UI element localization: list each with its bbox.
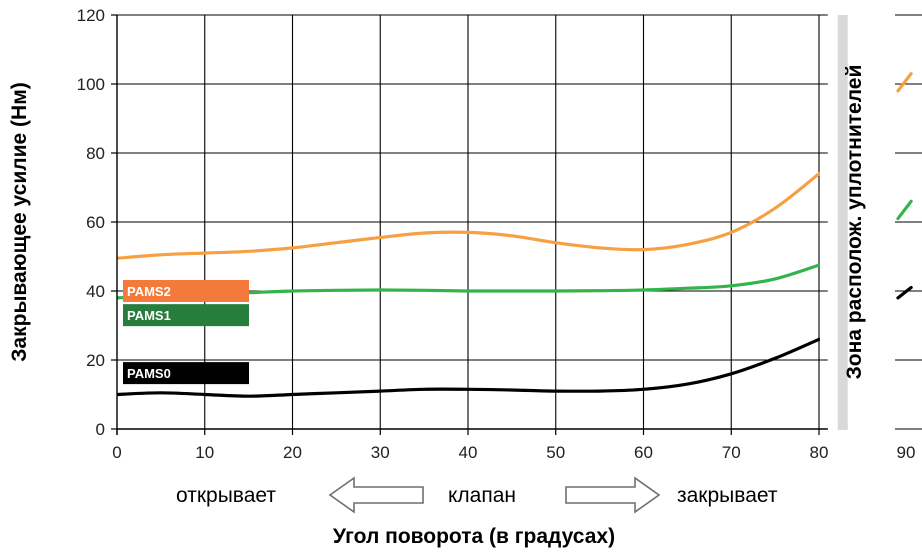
legend: PAMS2 PAMS1 PAMS0 bbox=[123, 280, 249, 385]
x-tick-label: 20 bbox=[283, 443, 302, 462]
legend-label: PAMS2 bbox=[127, 284, 171, 299]
x-axis-title: Угол поворота (в градусах) bbox=[333, 525, 615, 548]
legend-swatch bbox=[123, 280, 249, 302]
series-line bbox=[117, 172, 820, 260]
x-tick-label: 50 bbox=[546, 443, 565, 462]
x-tick-label: 0 bbox=[112, 443, 121, 462]
x-tick-label: 40 bbox=[459, 443, 478, 462]
y-axis-title: Закрывающее усилие (Нм) bbox=[8, 82, 31, 361]
x-tick-label: 70 bbox=[722, 443, 741, 462]
legend-label: PAMS0 bbox=[127, 366, 171, 381]
y-tick-label: 20 bbox=[86, 351, 105, 370]
direction-close-label: закрывает bbox=[677, 484, 778, 507]
x-tick-label: 80 bbox=[810, 443, 829, 462]
y-tick-label: 100 bbox=[77, 75, 105, 94]
series-line bbox=[117, 337, 820, 398]
seal-zone-line bbox=[896, 72, 913, 93]
y-tick-label: 60 bbox=[86, 213, 105, 232]
y-tick-label: 40 bbox=[86, 282, 105, 301]
x-tick-label: 30 bbox=[371, 443, 390, 462]
arrow-left-icon bbox=[328, 476, 424, 514]
seal-zone-line bbox=[896, 285, 913, 300]
x-tick-label: 10 bbox=[195, 443, 214, 462]
seal-zone-line bbox=[896, 199, 913, 221]
x-tick-label: 60 bbox=[634, 443, 653, 462]
direction-row: открывает клапан закрывает bbox=[176, 476, 778, 514]
arrow-right-icon bbox=[565, 476, 661, 514]
legend-swatch bbox=[123, 362, 249, 385]
seal-zone-lines bbox=[896, 72, 913, 300]
direction-valve-label: клапан bbox=[448, 484, 516, 507]
y-tick-label: 0 bbox=[96, 420, 105, 439]
y-tick-label: 80 bbox=[86, 144, 105, 163]
x-tick-label: 90 bbox=[897, 443, 916, 462]
legend-label: PAMS1 bbox=[127, 308, 171, 323]
legend-swatch bbox=[123, 304, 249, 327]
y-tick-label: 120 bbox=[77, 6, 105, 25]
seal-zone-band bbox=[837, 15, 848, 430]
seal-zone-title: Зона располож. уплотнителей bbox=[843, 65, 866, 380]
axes: 0 20 40 60 80 100 120 0 10 20 30 40 50 60 70 80 90 bbox=[77, 6, 916, 462]
direction-open-label: открывает bbox=[176, 484, 276, 507]
